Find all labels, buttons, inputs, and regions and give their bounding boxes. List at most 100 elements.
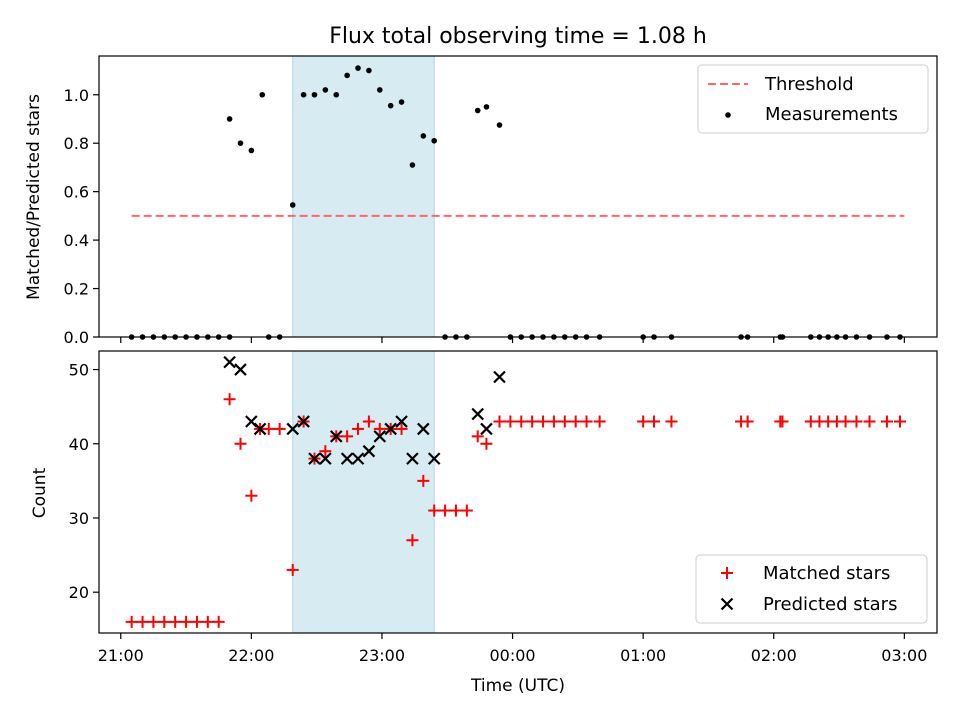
matched-star-point — [471, 430, 484, 443]
matched-star-point — [201, 615, 214, 628]
matched-star-point — [169, 615, 182, 628]
top-shaded-interval — [292, 55, 435, 338]
top-y-tick-label: 1.0 — [64, 86, 89, 105]
matched-star-point — [395, 422, 408, 435]
measurement-point — [344, 72, 350, 79]
matched-star-point — [493, 415, 506, 428]
matched-star-point — [850, 415, 863, 428]
bottom-panel: 20 30 40 50 21:00 22:00 23:00 00:00 01:00 02:00 0… — [30, 350, 938, 696]
matched-star-point — [373, 422, 386, 435]
bottom-x-axis-label: Time (UTC) — [470, 676, 565, 696]
matched-star-point — [212, 615, 225, 628]
matched-star-point — [504, 415, 517, 428]
matched-star-point — [147, 615, 160, 628]
measurement-point — [259, 91, 266, 98]
predicted-star-point — [427, 452, 441, 465]
predicted-star-point — [329, 430, 343, 443]
matched-star-point — [125, 615, 138, 628]
matched-star-point — [180, 615, 193, 628]
bottom-legend: Matched stars Predicted stars — [695, 554, 928, 624]
matched-star-point — [480, 437, 493, 450]
measurement-point — [237, 140, 244, 147]
measurement-point — [387, 102, 394, 109]
matched-legend-marker — [721, 567, 733, 579]
matched-star-point — [776, 415, 789, 428]
predicted-star-point — [362, 444, 376, 458]
matched-star-point — [580, 415, 593, 428]
bottom-x-tick-label: 01:00 — [620, 646, 666, 665]
matched-star-point — [526, 415, 539, 428]
bottom-y-axis-label: Count — [30, 467, 50, 518]
predicted-star-point — [351, 452, 365, 465]
predicted-star-point — [471, 407, 485, 421]
matched-star-point — [439, 504, 452, 517]
top-chart-title: Flux total observing time = 1.08 h — [329, 24, 707, 49]
bottom-series — [125, 355, 906, 628]
matched-star-point — [648, 415, 661, 428]
top-y-tick-label: 0.2 — [64, 280, 89, 299]
bottom-x-ticks: 21:00 22:00 23:00 00:00 01:00 02:00 03:00 — [98, 633, 927, 665]
predicted-star-point — [234, 363, 247, 376]
predicted-star-point — [297, 415, 310, 428]
matched-star-point — [428, 504, 441, 517]
matched-star-point — [158, 615, 171, 628]
bottom-x-tick-label: 21:00 — [98, 646, 144, 665]
matched-star-point — [839, 415, 852, 428]
bottom-y-tick-label: 40 — [69, 435, 89, 454]
measurement-point — [333, 91, 340, 98]
predicted-star-point — [319, 452, 332, 465]
matched-star-point — [449, 504, 462, 517]
predicted-star-point — [340, 452, 354, 465]
top-y-axis-label: Matched/Predicted stars — [24, 94, 44, 300]
top-y-tick-label: 0.0 — [64, 328, 89, 347]
predicted-star-point — [406, 452, 419, 465]
bottom-x-tick-label: 23:00 — [359, 646, 405, 665]
bottom-y-tick-label: 20 — [69, 583, 89, 602]
matched-star-point — [558, 415, 571, 428]
measurement-point — [289, 202, 296, 208]
top-legend: Threshold Measurements — [697, 64, 929, 134]
matched-star-point — [190, 615, 203, 628]
matched-star-point — [273, 422, 286, 435]
matched-star-point — [319, 445, 332, 458]
measurement-point — [311, 91, 318, 98]
measurement-point — [398, 99, 405, 105]
matched-star-point — [593, 415, 606, 428]
matched-star-point — [341, 430, 354, 443]
matched-star-point — [863, 415, 876, 428]
top-y-ticks: 0.0 0.2 0.4 0.6 0.8 1.0 — [64, 86, 99, 347]
measurement-point — [248, 147, 255, 154]
matched-star-point — [741, 415, 754, 428]
matched-star-point — [569, 415, 582, 428]
matched-star-point — [537, 415, 550, 428]
measurement-point — [300, 91, 307, 98]
bottom-x-tick-label: 22:00 — [228, 646, 274, 665]
predicted-legend-marker — [720, 597, 734, 611]
bottom-y-tick-label: 50 — [69, 361, 89, 380]
matched-star-point — [665, 415, 678, 428]
measurement-point — [431, 137, 438, 144]
bottom-x-tick-label: 00:00 — [490, 646, 536, 665]
predicted-star-point — [395, 415, 408, 428]
predicted-star-point — [253, 422, 267, 436]
measurement-point — [355, 65, 361, 71]
measurement-point — [474, 107, 481, 114]
top-y-tick-label: 0.4 — [64, 231, 89, 250]
measurement-point — [420, 133, 427, 139]
measurement-point — [376, 87, 383, 93]
predicted-star-point — [384, 422, 397, 436]
predicted-star-point — [417, 422, 430, 436]
matched-star-point — [223, 393, 236, 406]
matched-star-point — [406, 534, 419, 547]
bottom-legend-box — [695, 554, 928, 624]
measurements-legend-label: Measurements — [765, 104, 898, 125]
matched-star-point — [286, 563, 299, 576]
predicted-star-point — [373, 430, 387, 443]
matched-star-point — [234, 437, 247, 450]
bottom-y-ticks: 20 30 40 50 — [69, 361, 99, 602]
bottom-x-tick-label: 03:00 — [881, 646, 927, 665]
predicted-legend-swatch — [720, 597, 734, 611]
top-panel: 0.0 0.2 0.4 0.6 0.8 1.0 Matched/Predicted sta… — [24, 55, 938, 347]
measurement-point — [409, 162, 416, 168]
